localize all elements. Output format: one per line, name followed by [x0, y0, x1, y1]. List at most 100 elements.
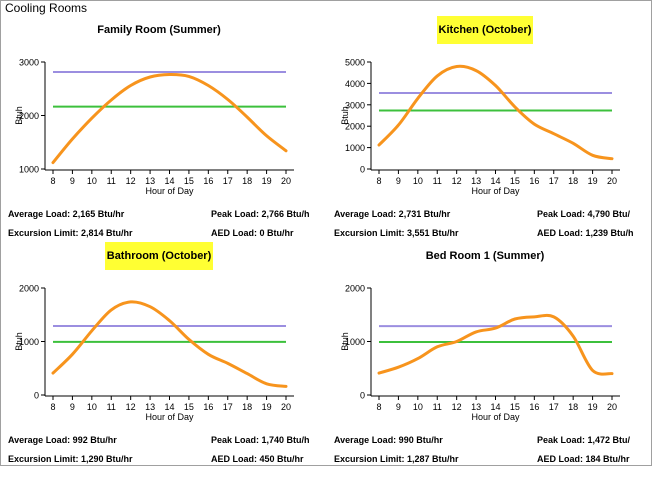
- y-tick-label: 0: [360, 391, 365, 401]
- x-tick-label: 14: [490, 176, 500, 186]
- x-tick-label: 18: [242, 402, 252, 412]
- stat-aed: AED Load: 450 Btu/hr: [211, 454, 304, 464]
- y-tick-label: 2000: [345, 122, 365, 132]
- x-tick-label: 16: [529, 176, 539, 186]
- x-tick-label: 15: [510, 402, 520, 412]
- x-tick-label: 18: [568, 176, 578, 186]
- y-tick-label: 3000: [19, 58, 39, 68]
- x-tick-label: 17: [549, 402, 559, 412]
- y-tick-label: 1000: [19, 337, 39, 347]
- stat-aed: AED Load: 1,239 Btu/h: [537, 228, 634, 238]
- x-tick-label: 17: [223, 176, 233, 186]
- x-tick-label: 14: [490, 402, 500, 412]
- x-tick-label: 16: [529, 402, 539, 412]
- x-tick-label: 11: [107, 176, 116, 186]
- x-tick-label: 10: [413, 176, 423, 186]
- x-tick-label: 10: [87, 176, 97, 186]
- chart-title: Bathroom (October): [0, 242, 318, 270]
- x-tick-label: 14: [164, 402, 174, 412]
- x-tick-label: 12: [126, 402, 136, 412]
- page-title: Cooling Rooms: [5, 1, 88, 15]
- stat-peak: Peak Load: 1,472 Btu/: [537, 435, 631, 445]
- y-tick-label: 0: [34, 391, 39, 401]
- stat-peak: Peak Load: 2,766 Btu/h: [211, 209, 310, 219]
- x-tick-label: 19: [588, 176, 598, 186]
- x-tick-label: 8: [50, 176, 55, 186]
- x-axis-label: Hour of Day: [471, 186, 520, 196]
- stat-average: Average Load: 2,731 Btu/hr: [334, 209, 451, 219]
- load-series-line: [51, 72, 288, 165]
- x-tick-label: 13: [145, 176, 155, 186]
- x-tick-label: 16: [203, 176, 213, 186]
- stat-average: Average Load: 990 Btu/hr: [334, 435, 443, 445]
- x-tick-label: 11: [433, 402, 442, 412]
- stat-peak: Peak Load: 1,740 Btu/h: [211, 435, 310, 445]
- chart-title: Bed Room 1 (Summer): [326, 250, 644, 262]
- x-tick-label: 20: [607, 402, 617, 412]
- chart-panel-kitchen: Kitchen (October) 0 1000 2000 3000 4000 5000 8 9…: [326, 16, 644, 253]
- chart-svg: 0 1000 2000 3000 4000 5000 8 9 10 11 12 13 14 15 16 17 1…: [340, 58, 620, 196]
- x-tick-label: 20: [281, 176, 291, 186]
- chart-title-text: Family Room (Summer): [97, 24, 221, 36]
- y-tick-label: 1000: [345, 337, 365, 347]
- x-tick-label: 10: [87, 402, 97, 412]
- x-tick-label: 15: [184, 176, 194, 186]
- chart-panel-bed-room-1: Bed Room 1 (Summer) 0 1000 2000 8 9 10 11 12 13 14…: [326, 246, 644, 479]
- x-tick-label: 13: [145, 402, 155, 412]
- chart-panel-family-room: Family Room (Summer) 1000 2000 3000 8 9 10 11 12…: [0, 20, 318, 253]
- y-tick-label: 1000: [345, 143, 365, 153]
- x-axis-label: Hour of Day: [471, 412, 520, 422]
- x-tick-label: 15: [510, 176, 520, 186]
- y-tick-label: 5000: [345, 58, 365, 68]
- load-series-line: [377, 64, 614, 161]
- x-tick-label: 14: [164, 176, 174, 186]
- x-tick-label: 11: [107, 402, 116, 412]
- x-tick-label: 17: [223, 402, 233, 412]
- x-tick-label: 12: [452, 402, 462, 412]
- x-tick-label: 8: [376, 176, 381, 186]
- y-tick-label: 1000: [19, 165, 39, 175]
- x-axis-label: Hour of Day: [145, 186, 194, 196]
- x-tick-label: 12: [126, 176, 136, 186]
- y-axis-label: Btuh: [14, 106, 24, 125]
- x-tick-label: 19: [262, 176, 272, 186]
- x-tick-label: 13: [471, 402, 481, 412]
- x-tick-label: 11: [433, 176, 442, 186]
- x-tick-label: 9: [70, 402, 75, 412]
- stat-excursion: Excursion Limit: 1,290 Btu/hr: [8, 454, 133, 464]
- x-tick-label: 9: [396, 176, 401, 186]
- chart-title-text: Bed Room 1 (Summer): [425, 250, 545, 262]
- chart-svg: 0 1000 2000 8 9 10 11 12 13 14 15 16 17 18 19 20 Hour of…: [340, 284, 620, 422]
- stat-excursion: Excursion Limit: 1,287 Btu/hr: [334, 454, 459, 464]
- load-series-line: [51, 300, 288, 388]
- stat-peak: Peak Load: 4,790 Btu/: [537, 209, 631, 219]
- y-tick-label: 2000: [19, 111, 39, 121]
- x-tick-label: 17: [549, 176, 559, 186]
- x-tick-label: 9: [396, 402, 401, 412]
- chart-svg: 0 1000 2000 8 9 10 11 12 13 14 15 16 17 18 19 20 Hour of…: [14, 284, 294, 422]
- y-axis-label: Btuh: [340, 106, 350, 125]
- stat-excursion: Excursion Limit: 3,551 Btu/hr: [334, 228, 459, 238]
- x-tick-label: 19: [262, 402, 272, 412]
- x-tick-label: 12: [452, 176, 462, 186]
- y-tick-label: 2000: [19, 284, 39, 294]
- y-axis-label: Btuh: [14, 332, 24, 351]
- stat-excursion: Excursion Limit: 2,814 Btu/hr: [8, 228, 133, 238]
- x-tick-label: 15: [184, 402, 194, 412]
- y-tick-label: 0: [360, 165, 365, 175]
- x-tick-label: 10: [413, 402, 423, 412]
- x-tick-label: 18: [242, 176, 252, 186]
- chart-title-text: Kitchen (October): [436, 16, 534, 44]
- chart-title: Family Room (Summer): [0, 24, 318, 36]
- x-tick-label: 19: [588, 402, 598, 412]
- x-tick-label: 9: [70, 176, 75, 186]
- x-tick-label: 13: [471, 176, 481, 186]
- y-tick-label: 4000: [345, 79, 365, 89]
- y-tick-label: 2000: [345, 284, 365, 294]
- x-tick-label: 16: [203, 402, 213, 412]
- x-tick-label: 8: [50, 402, 55, 412]
- stat-aed: AED Load: 0 Btu/hr: [211, 228, 294, 238]
- chart-title-text: Bathroom (October): [104, 242, 214, 270]
- stat-average: Average Load: 2,165 Btu/hr: [8, 209, 125, 219]
- chart-title: Kitchen (October): [326, 16, 644, 44]
